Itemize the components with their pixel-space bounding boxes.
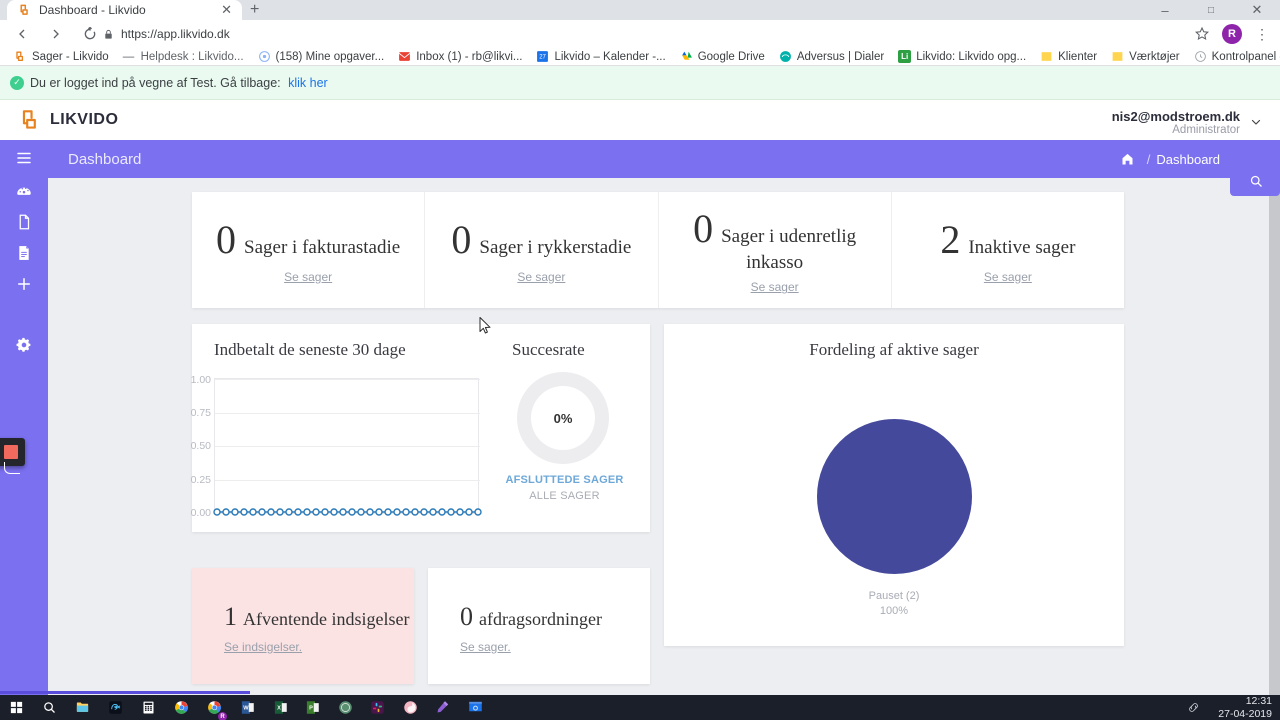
svg-text:P: P (309, 706, 313, 712)
svg-text:W: W (243, 706, 249, 712)
svg-text:27: 27 (540, 55, 547, 61)
svg-text:X: X (277, 706, 281, 712)
